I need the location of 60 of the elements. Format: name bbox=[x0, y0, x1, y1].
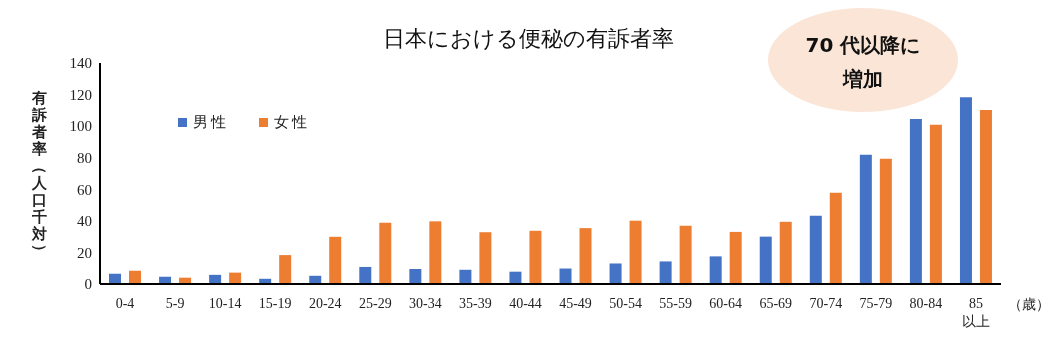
x-tick-label: 20-24 bbox=[308, 296, 342, 311]
x-tick-label: 5-9 bbox=[165, 296, 185, 311]
bar bbox=[629, 220, 642, 284]
bar bbox=[559, 268, 572, 284]
chart-title: 日本における便秘の有訴者率 bbox=[382, 26, 674, 51]
bar bbox=[779, 221, 792, 284]
annotation: 70 代以降に増加 bbox=[804, 32, 922, 93]
bar bbox=[909, 119, 922, 284]
x-tick-label: 35-39 bbox=[459, 296, 492, 311]
x-tick-label: 50-54 bbox=[609, 296, 642, 311]
x-tick-label: 0-4 bbox=[115, 296, 135, 311]
y-tick-label: 20 bbox=[77, 244, 92, 261]
bar bbox=[409, 269, 422, 284]
x-axis-title: （歳） bbox=[1008, 296, 1049, 314]
y-tick-label: 120 bbox=[69, 86, 92, 103]
bar bbox=[859, 154, 872, 284]
bar bbox=[129, 270, 142, 284]
bar bbox=[379, 222, 392, 284]
x-tick-label: 60-64 bbox=[709, 296, 743, 311]
bar bbox=[709, 256, 722, 284]
bar bbox=[959, 97, 972, 284]
text: 有訴者率（人口千対） bbox=[30, 89, 49, 259]
bar bbox=[279, 255, 292, 284]
bar bbox=[359, 266, 372, 284]
bar bbox=[459, 269, 472, 284]
y-tick-label: 60 bbox=[77, 181, 92, 198]
bar bbox=[759, 236, 772, 284]
y-tick-label: 40 bbox=[77, 213, 92, 230]
legend-label: 女性 bbox=[274, 113, 310, 132]
bar bbox=[679, 225, 692, 284]
x-tick-label: 30-34 bbox=[409, 296, 442, 311]
x-tick-label: 10-14 bbox=[208, 296, 242, 311]
x-tick-label: 80-84 bbox=[909, 296, 943, 311]
bar bbox=[829, 192, 842, 284]
bar bbox=[809, 215, 822, 284]
x-tick-label: 70-74 bbox=[809, 296, 843, 311]
bar bbox=[929, 124, 942, 284]
bar bbox=[479, 232, 492, 284]
x-tick-label: 55-59 bbox=[659, 296, 692, 311]
bar bbox=[979, 110, 992, 284]
bar bbox=[529, 230, 542, 284]
x-tick-label: 40-44 bbox=[509, 296, 542, 311]
y-tick-label: 80 bbox=[77, 150, 92, 167]
x-tick-label: 65-69 bbox=[759, 296, 793, 311]
x-tick-label: 45-49 bbox=[559, 296, 592, 311]
bar bbox=[429, 221, 442, 284]
bar bbox=[879, 158, 892, 284]
legend-label: 男性 bbox=[193, 113, 229, 132]
bar bbox=[609, 263, 622, 284]
bar bbox=[729, 231, 742, 284]
x-tick-label: 85 以上 bbox=[961, 296, 990, 329]
x-tick-label: 15-19 bbox=[258, 296, 292, 311]
x-tick-label: 75-79 bbox=[859, 296, 893, 311]
bar bbox=[329, 236, 342, 284]
y-tick-label: 100 bbox=[69, 118, 92, 135]
y-tick-label: 140 bbox=[69, 55, 92, 72]
y-tick-label: 0 bbox=[84, 276, 92, 293]
bar bbox=[579, 228, 592, 284]
x-tick-label: 25-29 bbox=[358, 296, 392, 311]
bar bbox=[659, 261, 672, 284]
